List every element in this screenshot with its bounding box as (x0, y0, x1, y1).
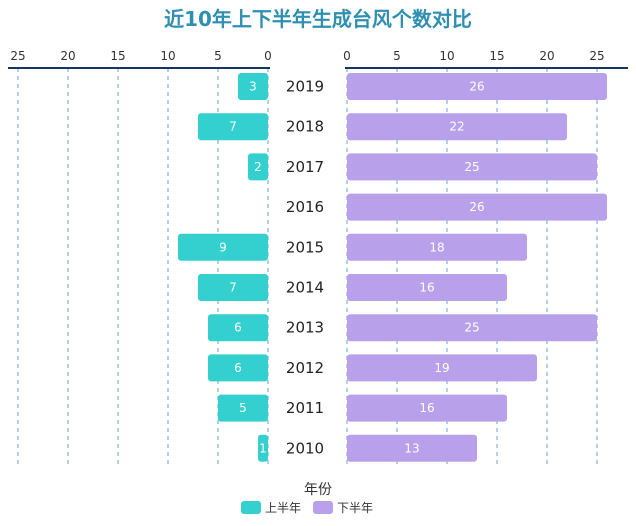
value-label-first-half: 9 (219, 240, 227, 254)
value-label-first-half: 3 (249, 80, 257, 94)
right-tick-label: 20 (539, 49, 554, 63)
bar-first-half-2018[interactable] (198, 113, 268, 141)
left-tick-label: 0 (264, 49, 272, 63)
legend: 年份 上半年 下半年 (241, 482, 373, 515)
value-label-second-half: 25 (464, 321, 479, 335)
bar-first-half-2012[interactable] (208, 354, 268, 382)
bar-first-half-2019[interactable] (238, 73, 268, 100)
chart-title: 近10年上下半年生成台风个数对比 (164, 7, 472, 31)
value-label-first-half: 7 (229, 120, 237, 134)
value-label-first-half: 5 (239, 401, 247, 415)
value-label-first-half: 2 (254, 160, 262, 174)
bar-first-half-2015[interactable] (178, 233, 268, 261)
labels: 2019 3 26 2018 7 22 2017 2 25 2016 26 2015 9 18 2014 7 1… (219, 78, 484, 458)
bar-second-half-2010[interactable] (347, 434, 477, 462)
left-tick-label: 15 (110, 49, 125, 63)
legend-label-second-half: 下半年 (337, 501, 373, 515)
year-label: 2010 (286, 439, 324, 457)
legend-item-second-half[interactable]: 下半年 (313, 501, 373, 515)
legend-swatch-second-half (313, 501, 333, 514)
left-tick-label: 10 (160, 49, 175, 63)
right-tick-label: 5 (393, 49, 401, 63)
bar-first-half-2013[interactable] (208, 314, 268, 342)
bar-second-half-2019[interactable] (347, 73, 607, 100)
value-label-second-half: 16 (419, 401, 434, 415)
legend-title: 年份 (304, 482, 332, 498)
axes: 25 20 15 10 5 0 0 5 10 15 20 25 (8, 49, 628, 69)
value-label-second-half: 26 (469, 80, 484, 94)
bar-first-half-2017[interactable] (248, 153, 268, 181)
value-label-second-half: 25 (464, 160, 479, 174)
value-label-second-half: 19 (434, 361, 449, 375)
value-label-first-half: 6 (234, 321, 242, 335)
bar-first-half-2010[interactable] (258, 434, 268, 462)
right-tick-label: 0 (343, 49, 351, 63)
year-label: 2013 (286, 319, 324, 337)
left-tick-label: 25 (10, 49, 25, 63)
year-label: 2015 (286, 238, 324, 256)
value-label-second-half: 18 (429, 240, 444, 254)
bar-second-half-2013[interactable] (347, 314, 597, 342)
bar-second-half-2017[interactable] (347, 153, 597, 181)
bar-second-half-2014[interactable] (347, 274, 507, 301)
bar-second-half-2011[interactable] (347, 394, 507, 422)
bar-second-half-2012[interactable] (347, 354, 537, 382)
left-tick-label: 5 (214, 49, 222, 63)
value-label-first-half: 7 (229, 281, 237, 295)
right-tick-label: 10 (439, 49, 454, 63)
bar-second-half-2018[interactable] (347, 113, 567, 141)
bar-first-half-2011[interactable] (218, 394, 268, 422)
year-label: 2017 (286, 158, 324, 176)
legend-swatch-first-half (241, 501, 261, 514)
year-label: 2014 (286, 279, 324, 297)
right-tick-label: 25 (589, 49, 604, 63)
value-label-first-half: 1 (259, 441, 267, 455)
year-label: 2016 (286, 198, 324, 216)
year-label: 2011 (286, 399, 324, 417)
value-label-first-half: 6 (234, 361, 242, 375)
bar-second-half-2016[interactable] (347, 193, 607, 221)
bars (178, 73, 607, 462)
value-label-second-half: 16 (419, 281, 434, 295)
bar-second-half-2015[interactable] (347, 233, 527, 261)
right-tick-label: 15 (489, 49, 504, 63)
value-label-second-half: 22 (449, 120, 464, 134)
left-tick-label: 20 (60, 49, 75, 63)
legend-label-first-half: 上半年 (265, 501, 301, 515)
value-label-second-half: 26 (469, 200, 484, 214)
year-label: 2019 (286, 78, 324, 96)
year-label: 2012 (286, 359, 324, 377)
bar-first-half-2014[interactable] (198, 274, 268, 301)
year-label: 2018 (286, 118, 324, 136)
legend-item-first-half[interactable]: 上半年 (241, 501, 301, 515)
value-label-second-half: 13 (404, 441, 419, 455)
